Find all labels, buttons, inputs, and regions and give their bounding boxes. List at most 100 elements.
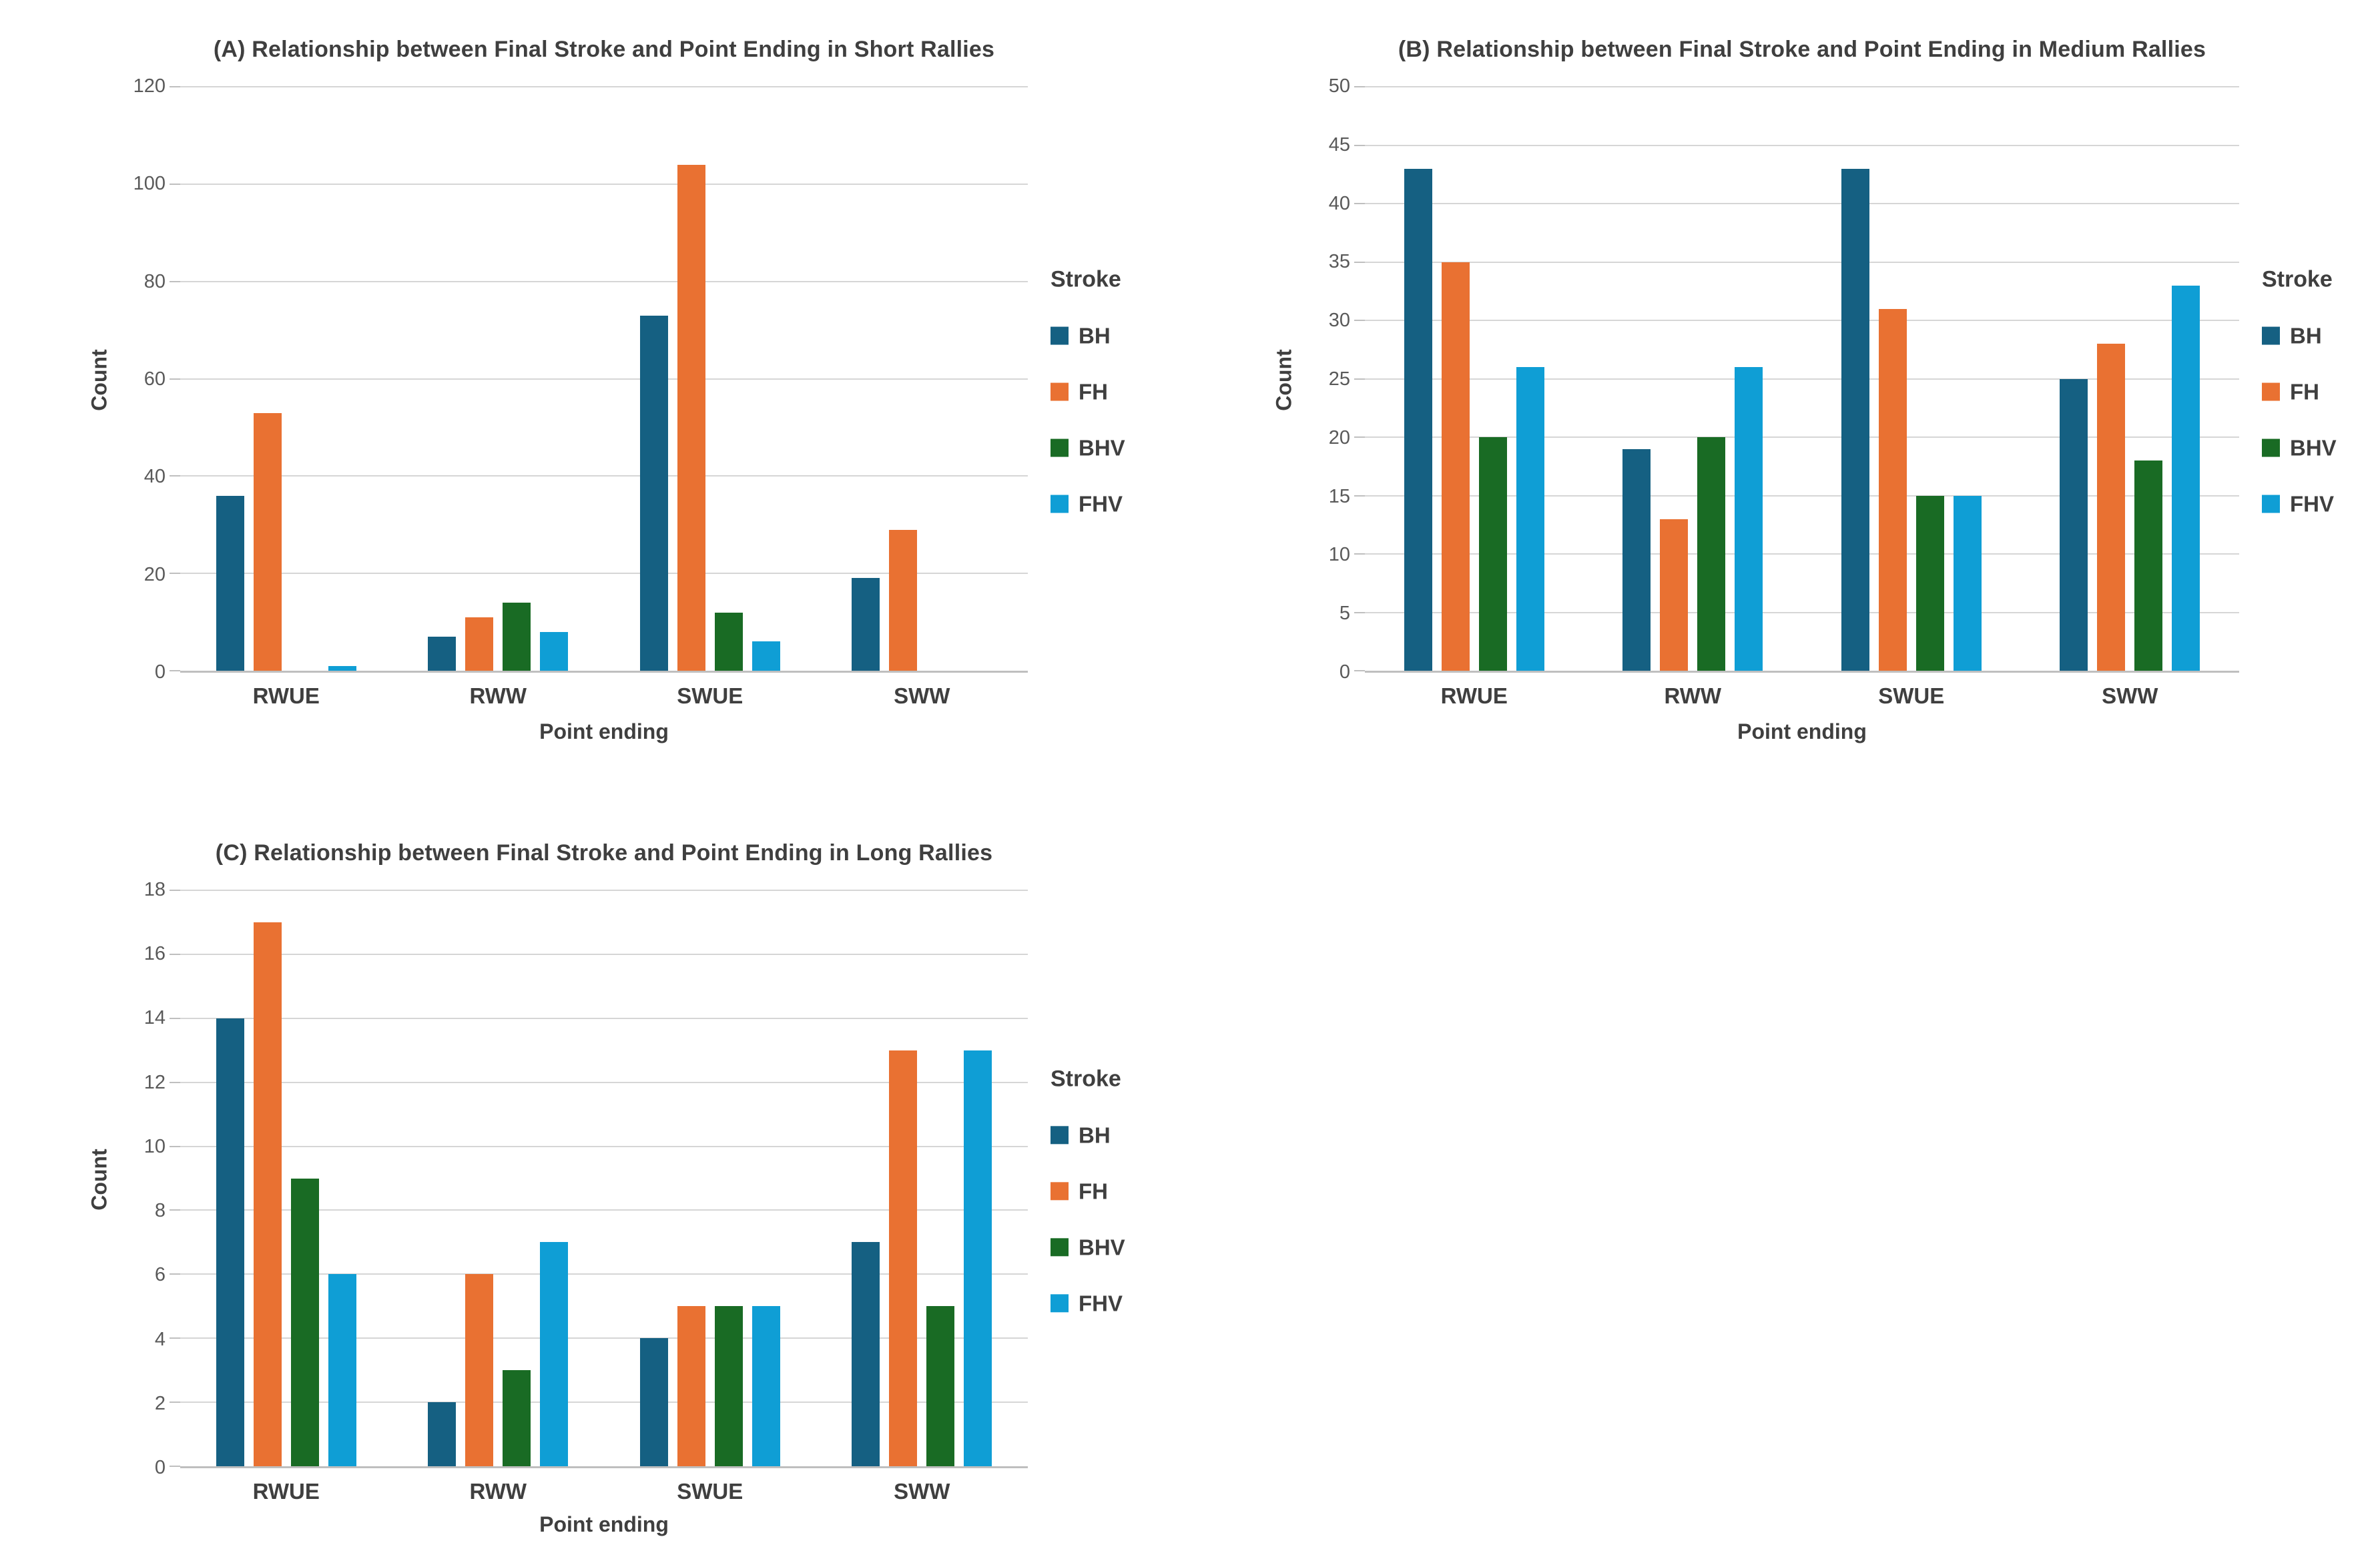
y-axis-title-text: Count bbox=[87, 348, 111, 411]
gridline bbox=[180, 953, 1028, 955]
legend-label: FH bbox=[2290, 379, 2319, 404]
legend-items: BH FH BHV FHV bbox=[2262, 323, 2337, 517]
bar-bhv-swue bbox=[714, 612, 743, 671]
bar-fhv-swue bbox=[1953, 495, 1982, 671]
bar-bh-swue bbox=[639, 315, 668, 671]
gridline bbox=[1365, 261, 2239, 263]
gridline bbox=[180, 573, 1028, 575]
gridline bbox=[1365, 436, 2239, 438]
y-tick-label: 2 bbox=[154, 1392, 166, 1414]
gridline bbox=[180, 378, 1028, 380]
x-axis-categories: RWUE RWW SWUE SWW bbox=[180, 673, 1028, 719]
legend-items: BH FH BHV FHV bbox=[1051, 1123, 1125, 1316]
y-axis-ticks: 0 5 10 15 20 25 30 35 40 45 50 bbox=[1303, 75, 1365, 683]
legend-swatch-icon bbox=[1051, 1294, 1069, 1313]
y-tick-label: 5 bbox=[1339, 603, 1350, 625]
x-category-label: SWUE bbox=[677, 1479, 743, 1504]
bar-fh-rwue bbox=[253, 412, 282, 671]
y-tick-mark bbox=[1354, 320, 1365, 321]
legend-title: Stroke bbox=[1051, 266, 1121, 292]
y-axis-title: Count bbox=[1265, 87, 1303, 673]
bar-group-rwue bbox=[180, 890, 392, 1466]
y-tick-label: 100 bbox=[133, 173, 166, 195]
bar-fh-rww bbox=[465, 1274, 494, 1466]
y-tick-mark bbox=[170, 1273, 180, 1275]
bar-bhv-rww bbox=[503, 602, 531, 671]
legend-item-bh: BH bbox=[1051, 1123, 1125, 1148]
legend-swatch-icon bbox=[1051, 438, 1069, 457]
legend: Stroke BH FH BHV FHV bbox=[2239, 99, 2380, 685]
bar-bh-rww bbox=[428, 1402, 457, 1466]
y-tick-label: 18 bbox=[143, 879, 166, 900]
bar-group-swue bbox=[604, 890, 816, 1466]
y-tick-mark bbox=[1354, 495, 1365, 497]
legend-label: BH bbox=[1079, 323, 1111, 348]
legend-label: FHV bbox=[1079, 1290, 1123, 1315]
bar-group-rww bbox=[392, 87, 605, 671]
bar-fhv-rwue bbox=[1516, 367, 1544, 671]
gridline bbox=[1365, 495, 2239, 497]
bar-bh-sww bbox=[2060, 378, 2088, 671]
legend-swatch-icon bbox=[2262, 382, 2280, 401]
y-axis-title-text: Count bbox=[87, 1148, 111, 1211]
bar-fh-rwue bbox=[253, 922, 282, 1466]
legend-swatch-icon bbox=[1051, 326, 1069, 345]
x-axis-title: Point ending bbox=[1737, 719, 1867, 743]
y-tick-mark bbox=[1354, 86, 1365, 87]
x-category-label: RWUE bbox=[252, 1479, 320, 1504]
bar-bh-rww bbox=[428, 636, 457, 671]
plot-area bbox=[1354, 86, 2239, 673]
bar-fhv-rww bbox=[540, 1242, 569, 1466]
legend-item-fhv: FHV bbox=[1051, 491, 1125, 517]
y-tick-label: 0 bbox=[154, 1457, 166, 1478]
y-tick-label: 0 bbox=[154, 661, 166, 683]
bar-bhv-rwue bbox=[1478, 437, 1507, 671]
bar-bh-rwue bbox=[216, 1018, 244, 1466]
legend-label: FHV bbox=[1079, 491, 1123, 517]
legend-label: FH bbox=[1079, 1178, 1108, 1203]
y-axis-ticks: 0 20 40 60 80 100 120 bbox=[119, 75, 180, 683]
x-axis-title: Point ending bbox=[539, 1512, 669, 1536]
x-category-label: RWW bbox=[1664, 683, 1722, 708]
bar-group-rwue bbox=[1365, 87, 1584, 671]
bar-fh-rwue bbox=[1441, 262, 1470, 671]
legend-swatch-icon bbox=[1051, 1126, 1069, 1145]
y-tick-mark bbox=[170, 1017, 180, 1019]
y-axis-title: Count bbox=[80, 87, 119, 673]
y-tick-label: 30 bbox=[1328, 310, 1350, 332]
chart-panel-c: (C) Relationship between Final Stroke an… bbox=[80, 816, 1215, 1550]
gridline bbox=[1365, 320, 2239, 321]
bar-bhv-swue bbox=[714, 1306, 743, 1466]
bar-bhv-sww bbox=[926, 1306, 955, 1466]
legend-swatch-icon bbox=[1051, 382, 1069, 401]
gridline bbox=[180, 1081, 1028, 1083]
bar-group-rww bbox=[1584, 87, 1803, 671]
legend-item-fh: FH bbox=[1051, 1179, 1125, 1204]
x-category-label: RWUE bbox=[1440, 683, 1508, 708]
legend-label: FH bbox=[1079, 379, 1108, 404]
bar-bhv-rwue bbox=[290, 1178, 319, 1466]
legend-item-bhv: BHV bbox=[2262, 435, 2337, 460]
bar-group-swue bbox=[604, 87, 816, 671]
legend-item-fhv: FHV bbox=[2262, 491, 2337, 517]
y-tick-label: 50 bbox=[1328, 75, 1350, 97]
legend-label: FHV bbox=[2290, 491, 2334, 517]
bar-fhv-sww bbox=[964, 1050, 992, 1466]
bar-fhv-sww bbox=[2172, 285, 2200, 671]
y-tick-label: 16 bbox=[143, 943, 166, 965]
y-tick-mark bbox=[170, 280, 180, 282]
bar-group-rwue bbox=[180, 87, 392, 671]
y-tick-mark bbox=[170, 1081, 180, 1083]
y-tick-mark bbox=[1354, 436, 1365, 438]
x-axis-categories: RWUE RWW SWUE SWW bbox=[1365, 673, 2239, 719]
gridline bbox=[1365, 144, 2239, 146]
gridline bbox=[180, 1273, 1028, 1275]
bar-bh-rwue bbox=[1404, 168, 1432, 671]
y-tick-mark bbox=[170, 1402, 180, 1404]
y-tick-label: 12 bbox=[143, 1071, 166, 1093]
bar-fh-sww bbox=[889, 529, 918, 671]
bar-bh-sww bbox=[852, 1242, 880, 1466]
y-tick-label: 40 bbox=[1328, 192, 1350, 214]
legend-label: BHV bbox=[2290, 435, 2337, 460]
gridline bbox=[1365, 203, 2239, 204]
